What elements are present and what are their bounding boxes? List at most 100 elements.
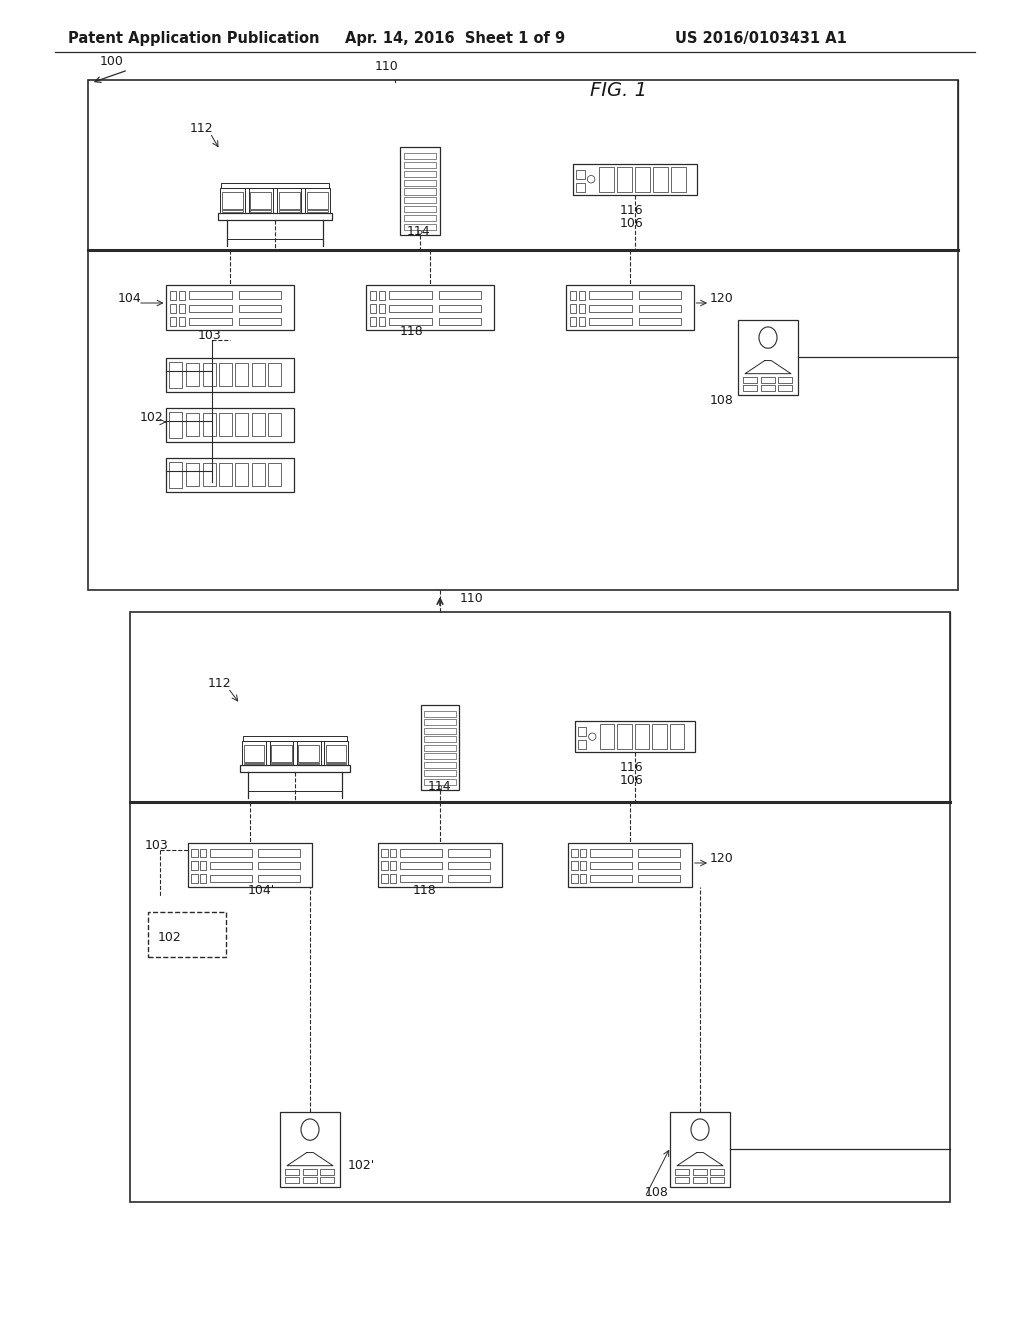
Bar <box>389 292 432 298</box>
Bar <box>578 727 587 737</box>
Bar <box>580 862 587 870</box>
Bar <box>566 285 693 330</box>
Bar <box>381 862 388 870</box>
Bar <box>639 292 681 298</box>
Bar <box>600 725 614 748</box>
Bar <box>390 874 396 883</box>
Bar <box>370 290 376 300</box>
Bar <box>203 463 216 486</box>
Bar <box>286 1177 299 1183</box>
Bar <box>438 318 481 325</box>
Bar <box>577 169 585 178</box>
Bar <box>424 727 456 734</box>
Bar <box>403 223 436 230</box>
Bar <box>424 771 456 776</box>
Bar <box>403 197 436 203</box>
Bar <box>449 849 490 857</box>
Bar <box>268 463 282 486</box>
Bar <box>189 305 232 312</box>
Bar <box>591 875 632 882</box>
Bar <box>326 763 346 764</box>
Bar <box>222 210 244 213</box>
Bar <box>236 413 249 436</box>
Text: 118: 118 <box>400 325 424 338</box>
Bar <box>591 849 632 857</box>
Bar <box>303 1177 316 1183</box>
Bar <box>403 189 436 194</box>
Bar <box>269 742 293 766</box>
Bar <box>169 412 182 438</box>
Bar <box>170 304 176 313</box>
Bar <box>403 170 436 177</box>
Circle shape <box>588 176 595 183</box>
Bar <box>676 1177 689 1183</box>
Bar <box>239 318 282 325</box>
Bar <box>367 285 494 330</box>
Bar <box>186 363 200 387</box>
Bar <box>381 874 388 883</box>
Bar <box>203 413 216 436</box>
Text: 103: 103 <box>145 840 169 851</box>
Bar <box>210 862 252 870</box>
Bar <box>370 304 376 313</box>
Bar <box>200 874 207 883</box>
Text: 118: 118 <box>413 884 437 898</box>
Bar <box>219 363 232 387</box>
Bar <box>219 463 232 486</box>
Bar <box>778 385 792 391</box>
Bar <box>210 849 252 857</box>
Bar <box>389 305 432 312</box>
Bar <box>186 463 200 486</box>
Bar <box>569 317 577 326</box>
Bar <box>573 164 697 195</box>
Bar <box>167 285 294 330</box>
Bar <box>574 721 695 752</box>
Bar <box>638 875 680 882</box>
Bar <box>579 317 586 326</box>
Bar <box>379 304 385 313</box>
Text: 102: 102 <box>140 411 164 424</box>
Text: Apr. 14, 2016  Sheet 1 of 9: Apr. 14, 2016 Sheet 1 of 9 <box>345 30 565 45</box>
Bar <box>571 874 578 883</box>
Bar <box>244 763 264 764</box>
Bar <box>378 843 502 887</box>
Bar <box>449 862 490 870</box>
Ellipse shape <box>301 1119 319 1140</box>
Bar <box>424 762 456 768</box>
Bar <box>188 843 312 887</box>
Bar <box>676 1170 689 1175</box>
Bar <box>403 162 436 168</box>
Bar <box>671 1111 729 1187</box>
Bar <box>743 378 758 383</box>
Bar <box>639 318 681 325</box>
Bar <box>578 741 587 748</box>
Bar <box>599 166 613 191</box>
Bar <box>250 210 271 213</box>
Bar <box>88 81 958 590</box>
Bar <box>203 363 216 387</box>
Bar <box>298 744 318 762</box>
Bar <box>569 290 577 300</box>
Bar <box>638 849 680 857</box>
Bar <box>438 305 481 312</box>
Bar <box>403 215 436 220</box>
Bar <box>297 742 321 766</box>
Text: 106: 106 <box>620 774 644 787</box>
Bar <box>252 463 265 486</box>
Bar <box>421 705 459 789</box>
Text: FIG. 1: FIG. 1 <box>590 81 647 100</box>
Bar <box>778 378 792 383</box>
Bar <box>271 744 292 762</box>
Bar <box>191 874 198 883</box>
Text: 120: 120 <box>710 292 734 305</box>
Bar <box>167 358 294 392</box>
Text: 108: 108 <box>645 1185 669 1199</box>
Bar <box>638 862 680 870</box>
Bar <box>243 737 347 742</box>
Bar <box>179 290 185 300</box>
Bar <box>580 874 587 883</box>
Bar <box>244 744 264 762</box>
Bar <box>220 189 245 213</box>
Bar <box>449 875 490 882</box>
Bar <box>389 318 432 325</box>
